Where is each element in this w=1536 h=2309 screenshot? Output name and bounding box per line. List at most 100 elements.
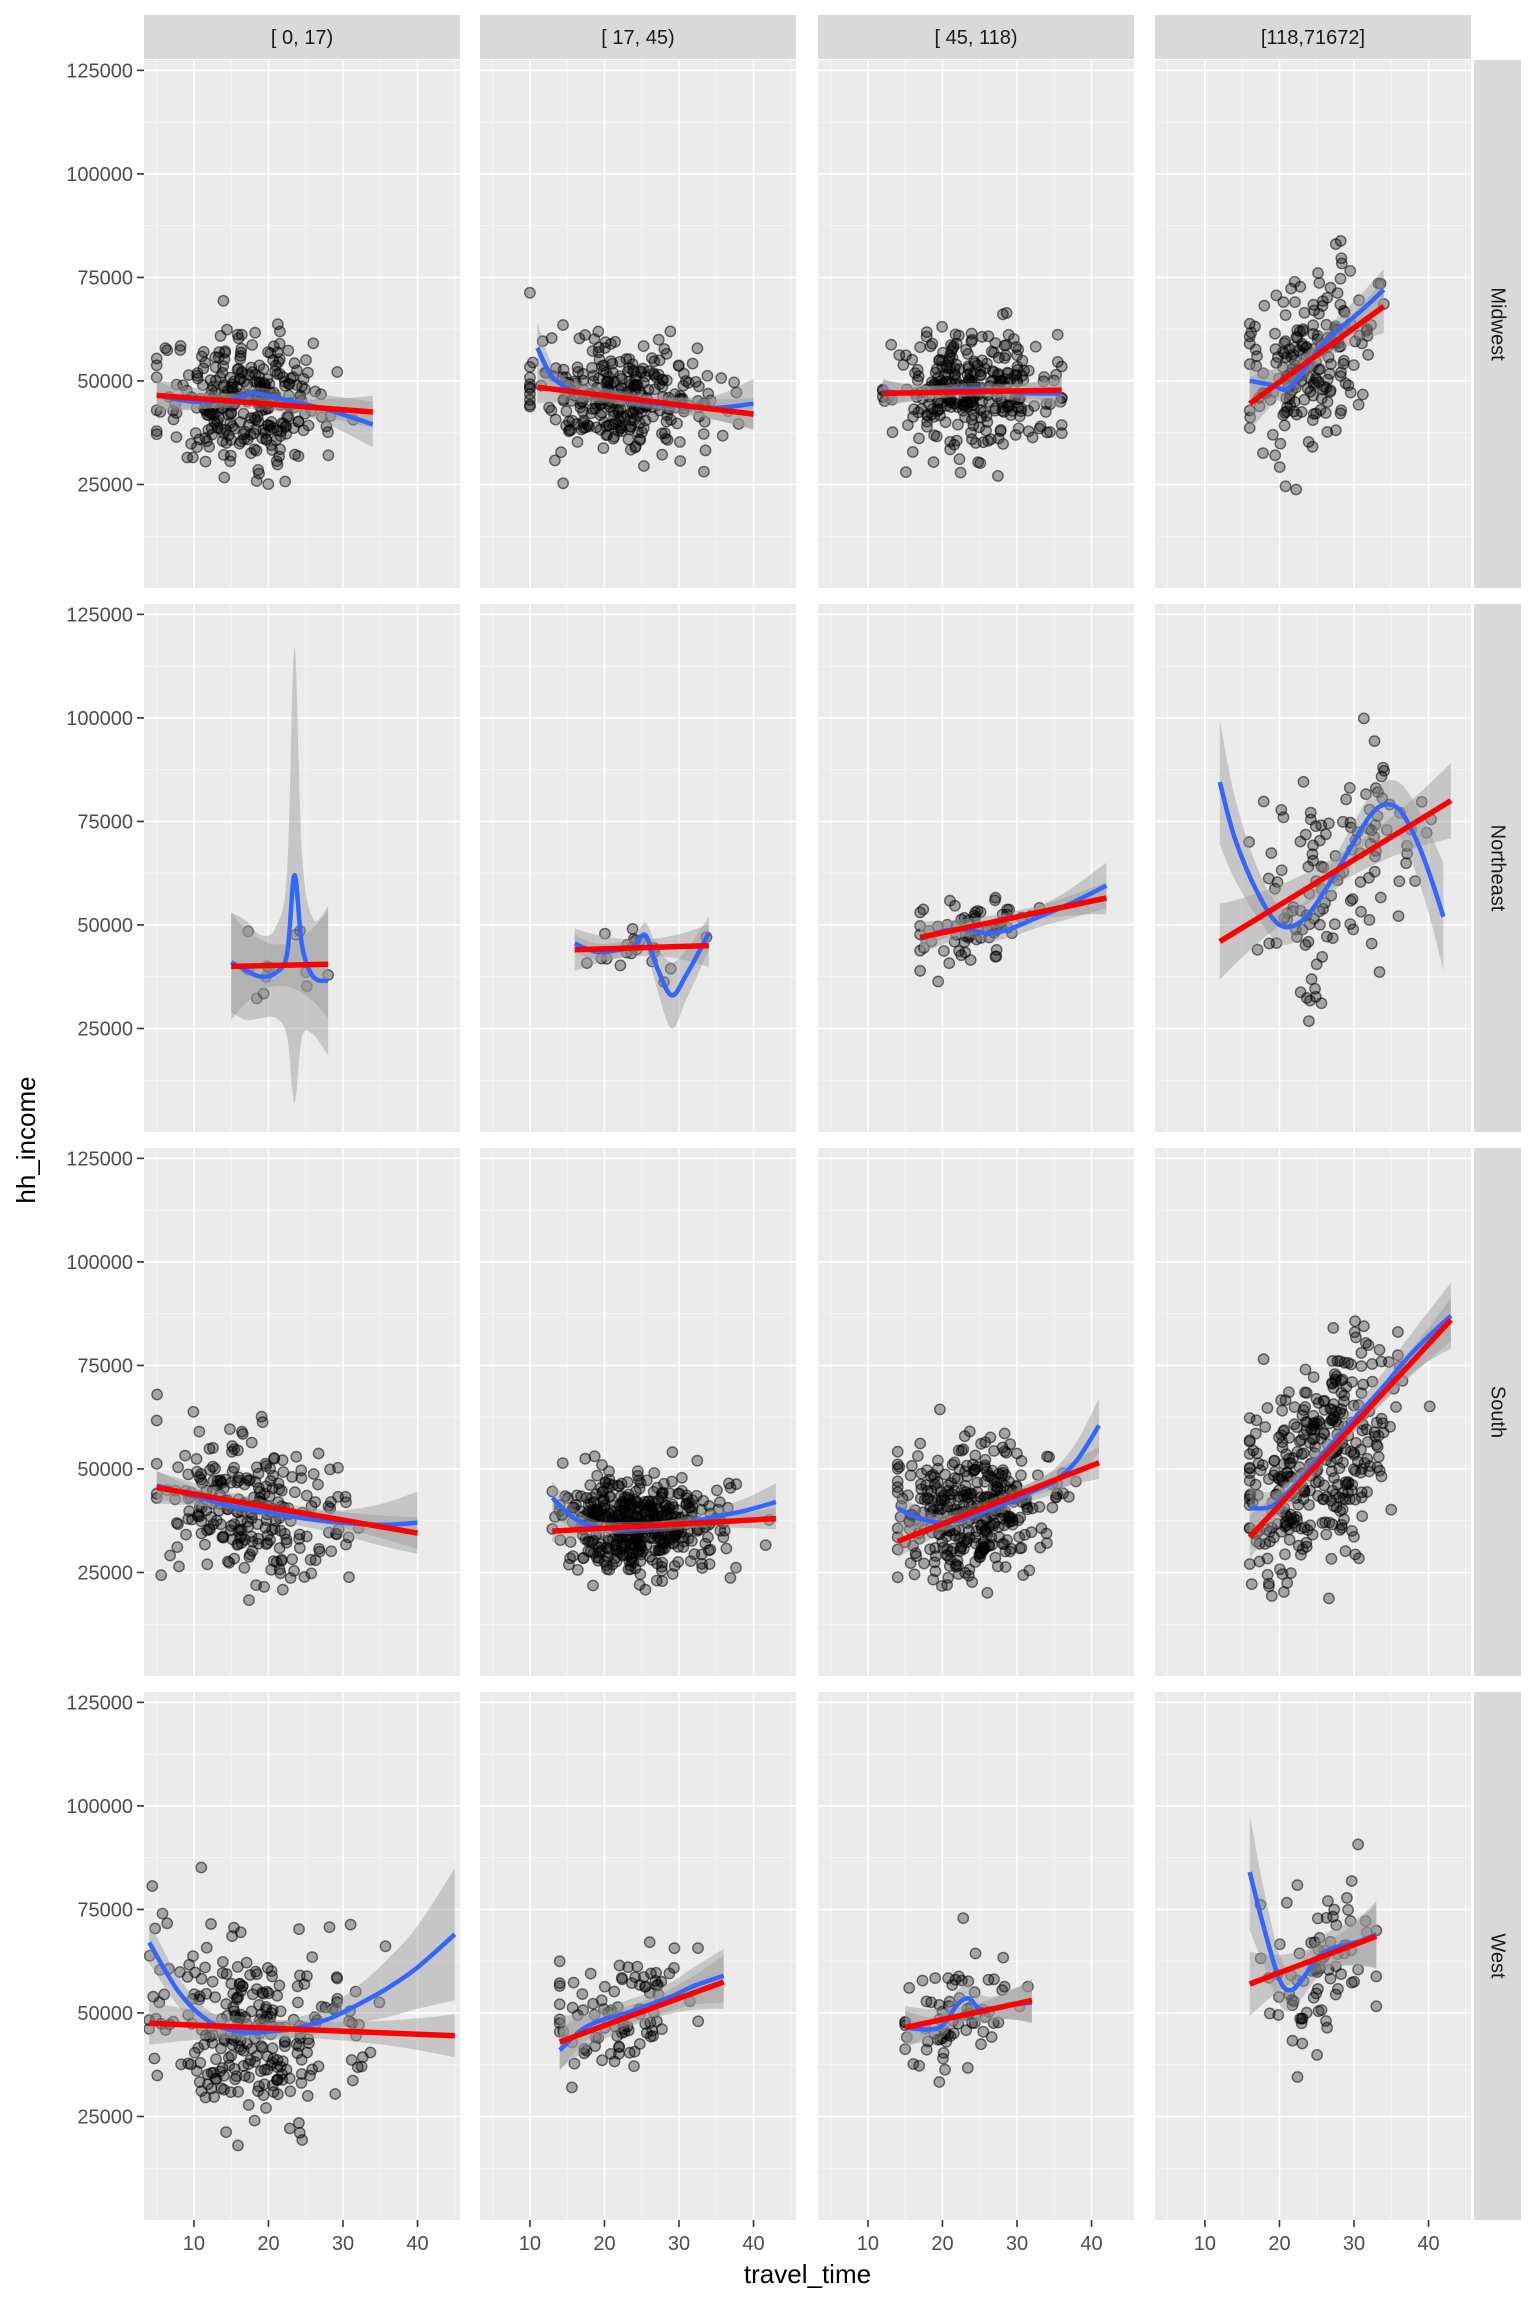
- data-point: [300, 354, 312, 366]
- x-tick-label: 10: [1194, 2233, 1216, 2255]
- data-point: [1334, 272, 1347, 285]
- data-point: [1390, 1401, 1402, 1413]
- data-point: [1345, 1358, 1358, 1371]
- data-point: [950, 1558, 962, 1571]
- data-point: [250, 992, 263, 1005]
- x-tick-label: 10: [519, 2233, 541, 2255]
- data-point: [298, 1571, 311, 1583]
- data-point: [947, 1504, 959, 1517]
- data-point: [945, 1477, 958, 1490]
- data-point: [296, 2134, 309, 2146]
- facet-panel-midwest-3: [818, 60, 1134, 588]
- data-point: [226, 378, 239, 390]
- data-layer: [150, 294, 374, 490]
- data-point: [1041, 426, 1053, 439]
- data-point: [215, 2042, 227, 2055]
- data-point: [920, 330, 933, 343]
- data-point: [286, 1471, 298, 1483]
- data-point: [658, 1477, 670, 1490]
- data-point: [1270, 289, 1283, 302]
- data-layer: [144, 1861, 457, 2152]
- data-point: [1303, 1015, 1315, 1027]
- data-point: [1353, 1552, 1365, 1565]
- data-point: [271, 368, 284, 380]
- data-point: [991, 1476, 1003, 1489]
- data-point: [634, 433, 647, 446]
- data-layer: [1243, 234, 1390, 496]
- data-point: [1274, 1563, 1286, 1576]
- x-tick-label: 40: [406, 2233, 428, 2255]
- data-point: [648, 355, 661, 368]
- data-point: [943, 957, 956, 970]
- data-point: [978, 1542, 991, 1555]
- data-point: [571, 2009, 584, 2022]
- data-point: [989, 950, 1002, 963]
- lm-fit-line: [882, 387, 1062, 397]
- data-point: [1292, 1498, 1305, 1511]
- y-tick-label: 50000: [77, 2003, 133, 2025]
- data-point: [604, 401, 617, 413]
- data-point: [1374, 891, 1387, 904]
- data-point: [666, 1568, 679, 1580]
- data-point: [1249, 1427, 1262, 1440]
- panel-background: [818, 604, 1134, 1132]
- data-point: [956, 398, 969, 411]
- data-point: [1321, 426, 1334, 438]
- data-point: [658, 1537, 670, 1549]
- column-strip-label: [ 0, 17): [271, 27, 333, 49]
- data-point: [1009, 428, 1022, 441]
- data-point: [1263, 2007, 1276, 2020]
- data-point: [303, 2037, 315, 2050]
- data-point: [182, 1513, 195, 1525]
- data-point: [936, 1580, 948, 1592]
- data-point: [667, 1501, 680, 1514]
- data-point: [295, 2068, 308, 2080]
- data-point: [1317, 295, 1329, 307]
- data-point: [981, 1586, 994, 1599]
- data-point: [974, 369, 987, 382]
- data-point: [312, 1447, 325, 1460]
- data-point: [245, 2042, 258, 2055]
- data-point: [216, 434, 229, 447]
- data-point: [638, 460, 650, 472]
- data-point: [349, 1985, 362, 1998]
- data-point: [268, 1452, 281, 1465]
- data-point: [982, 434, 994, 447]
- data-point: [989, 894, 1001, 907]
- data-point: [1355, 1347, 1368, 1359]
- strip-background: [1474, 60, 1521, 588]
- data-point: [1028, 400, 1041, 412]
- facet-panel-south-1: [144, 1148, 460, 1676]
- data-point: [1373, 966, 1386, 978]
- data-layer: [1243, 1282, 1453, 1605]
- data-point: [150, 359, 163, 372]
- data-point: [944, 362, 956, 375]
- data-point: [186, 1993, 199, 2005]
- data-point: [611, 2001, 624, 2014]
- data-point: [555, 446, 567, 459]
- y-axis: 25000 50000 75000 100000 125000: [66, 1692, 144, 2128]
- data-point: [608, 1985, 621, 1998]
- data-point: [656, 1564, 668, 1577]
- data-point: [954, 466, 967, 479]
- data-point: [295, 1472, 308, 1485]
- data-point: [1370, 1438, 1383, 1451]
- data-point: [1341, 1892, 1353, 1904]
- data-point: [1303, 1499, 1316, 1511]
- data-point: [216, 1956, 229, 1968]
- data-point: [284, 2085, 297, 2098]
- data-point: [911, 363, 924, 376]
- data-point: [938, 945, 950, 957]
- data-point: [536, 335, 549, 348]
- data-point: [1363, 871, 1375, 884]
- data-point: [293, 1542, 306, 1554]
- data-point: [643, 365, 655, 378]
- data-point: [663, 1967, 676, 1980]
- data-point: [1349, 1315, 1362, 1328]
- x-tick-label: 20: [1268, 2233, 1290, 2255]
- x-tick-label: 30: [1343, 2233, 1365, 2255]
- data-point: [1321, 395, 1334, 408]
- data-point: [928, 1556, 941, 1569]
- panel-background: [144, 60, 460, 588]
- data-point: [295, 380, 308, 393]
